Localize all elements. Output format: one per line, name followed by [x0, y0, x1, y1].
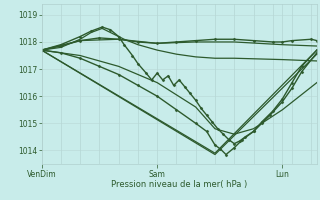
- X-axis label: Pression niveau de la mer( hPa ): Pression niveau de la mer( hPa ): [111, 180, 247, 189]
